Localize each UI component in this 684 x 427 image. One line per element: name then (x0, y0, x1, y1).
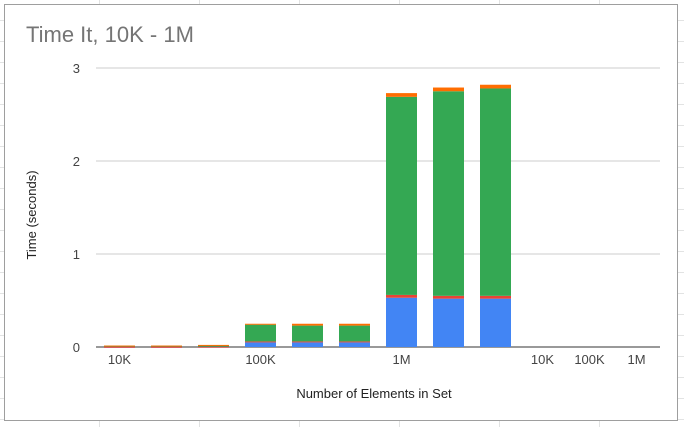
bar-segment[interactable] (245, 342, 276, 347)
chart-title: Time It, 10K - 1M (26, 22, 194, 47)
bar-segment[interactable] (433, 91, 464, 296)
y-tick-label: 1 (73, 247, 80, 262)
x-tick-label: 100K (574, 352, 605, 367)
bar-segment[interactable] (386, 294, 417, 298)
x-tick-label: 100K (245, 352, 276, 367)
bar-segment[interactable] (198, 346, 229, 348)
x-tick-label: 1M (392, 352, 410, 367)
bar-segment[interactable] (104, 346, 135, 348)
bar-segment[interactable] (433, 298, 464, 347)
bar-segment[interactable] (292, 341, 323, 343)
chart-frame[interactable] (4, 4, 678, 421)
bar-segment[interactable] (292, 325, 323, 342)
bar-segment[interactable] (386, 297, 417, 347)
bar-segment[interactable] (433, 295, 464, 299)
y-tick-label: 3 (73, 61, 80, 76)
bar-segment[interactable] (480, 84, 511, 89)
bar-segment[interactable] (386, 93, 417, 97)
gridlines (96, 67, 660, 348)
bar-segment[interactable] (480, 295, 511, 299)
y-tick-label: 0 (73, 340, 80, 355)
axis-ticks: 0 1 2 3 10K 100K 1M 10K 100K 1M (73, 61, 646, 367)
bar-segment[interactable] (245, 341, 276, 343)
bar-segment[interactable] (339, 341, 370, 343)
bar-segment[interactable] (292, 342, 323, 347)
bar-segment[interactable] (433, 87, 464, 92)
bar-segment[interactable] (339, 323, 370, 326)
bar-segment[interactable] (480, 298, 511, 347)
bar-segment[interactable] (198, 344, 229, 346)
y-axis-title: Time (seconds) (24, 170, 39, 259)
bar-segment[interactable] (339, 325, 370, 342)
bar-segment[interactable] (245, 324, 276, 342)
bar-segment[interactable] (151, 346, 182, 348)
x-tick-label: 10K (531, 352, 554, 367)
y-tick-label: 2 (73, 154, 80, 169)
bar-segment[interactable] (339, 342, 370, 347)
x-tick-label: 10K (108, 352, 131, 367)
x-axis-title: Number of Elements in Set (296, 386, 452, 401)
bars (104, 84, 511, 348)
bar-segment[interactable] (151, 345, 182, 347)
bar-segment[interactable] (480, 88, 511, 296)
bar-segment[interactable] (104, 345, 135, 347)
bar-segment[interactable] (245, 323, 276, 325)
x-tick-label: 1M (627, 352, 645, 367)
bar-segment[interactable] (292, 323, 323, 326)
bar-segment[interactable] (386, 96, 417, 295)
